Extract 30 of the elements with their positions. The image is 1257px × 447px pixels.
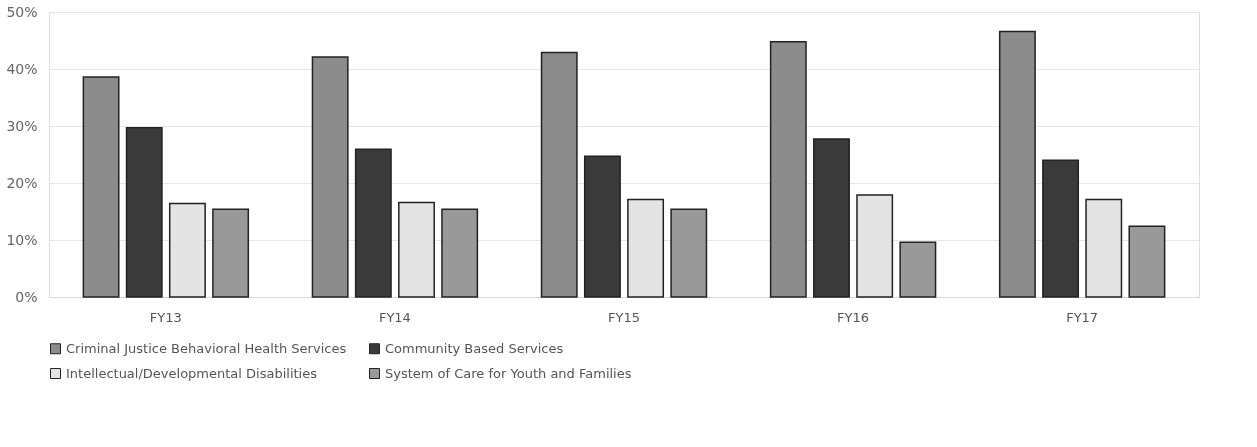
bar — [998, 30, 1036, 298]
legend-label: Community Based Services — [385, 340, 564, 356]
y-tick-label: 0% — [15, 288, 38, 305]
bar — [670, 208, 708, 298]
bar — [82, 76, 120, 298]
y-tick-label: 10% — [6, 231, 38, 248]
legend-label: Intellectual/Developmental Disabilities — [66, 365, 318, 381]
y-tick-label: 30% — [6, 117, 38, 134]
bar — [1042, 159, 1080, 298]
x-tick-label: FY14 — [378, 309, 411, 325]
bar — [769, 40, 807, 298]
bar — [441, 208, 479, 298]
bar — [311, 56, 349, 298]
bar — [540, 51, 578, 298]
bar — [354, 148, 392, 298]
legend-label: System of Care for Youth and Families — [385, 365, 632, 381]
x-tick-label: FY15 — [608, 309, 640, 325]
x-tick-label: FY16 — [837, 309, 870, 325]
bar — [813, 138, 850, 298]
bar — [212, 208, 250, 298]
x-tick-label: FY13 — [149, 309, 182, 325]
y-tick-label: 20% — [6, 174, 38, 191]
bar — [583, 155, 621, 298]
y-tick-label: 40% — [6, 60, 38, 77]
y-tick-label: 50% — [6, 3, 38, 20]
legend-label: Criminal Justice Behavioral Health Services — [66, 340, 347, 356]
x-tick-label: FY17 — [1066, 309, 1099, 325]
bar — [125, 126, 163, 298]
bar — [1128, 225, 1166, 298]
bar — [899, 241, 937, 298]
